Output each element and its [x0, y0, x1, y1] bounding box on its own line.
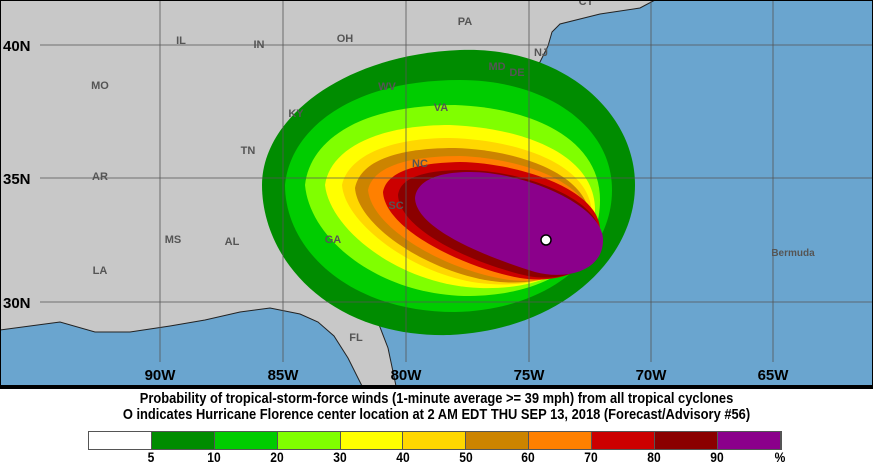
region-label: AL [225, 236, 240, 248]
caption-line-1: Probability of tropical-storm-force wind… [139, 390, 734, 407]
region-label: TN [241, 145, 256, 157]
probability-map: 90W 85W 80W 75W 70W 65W 40N 35N 30N IL IN OH PA CT NJ… [0, 0, 873, 386]
legend-swatch [214, 432, 278, 449]
legend-swatch [89, 432, 152, 449]
wind-probability-contours [262, 49, 635, 336]
region-label: KY [288, 108, 304, 120]
latitude-label: 40N [3, 38, 31, 55]
region-label: IN [254, 39, 265, 51]
longitude-label: 65W [758, 367, 790, 384]
region-label: NC [412, 158, 428, 170]
caption-panel [0, 386, 873, 465]
region-label: MO [91, 80, 109, 92]
storm-center-marker [540, 234, 552, 246]
legend-tick-label: 60 [521, 449, 536, 465]
region-label: WV [378, 81, 396, 93]
legend-tick-label: 40 [395, 449, 410, 465]
region-label: MD [488, 61, 505, 73]
region-label: MS [165, 234, 182, 246]
longitude-label: 90W [145, 367, 177, 384]
probability-legend [88, 431, 782, 450]
region-label: PA [458, 16, 473, 28]
legend-swatch [403, 432, 467, 449]
longitude-label: 85W [268, 367, 300, 384]
region-label: NJ [534, 47, 548, 59]
legend-swatch [717, 432, 781, 449]
legend-tick-label: 90 [710, 449, 724, 465]
map-labels: IL IN OH PA CT NJ MD DE MO WV VA KY TN NC AR SC MS AL GA LA… [91, 0, 815, 344]
caption-line-2: O indicates Hurricane Florence center lo… [122, 406, 751, 423]
legend-swatch [466, 432, 530, 449]
legend-tick-label: 20 [270, 449, 284, 465]
region-label: FL [349, 332, 363, 344]
longitude-label: 70W [636, 367, 668, 384]
region-label: IL [176, 35, 186, 47]
latitude-label: 35N [3, 171, 31, 188]
legend-tick-label: 80 [647, 449, 661, 465]
region-label: Bermuda [771, 248, 815, 259]
region-label: DE [509, 67, 524, 79]
region-label: OH [337, 33, 354, 45]
legend-swatch [340, 432, 404, 449]
legend-tick-label: 5 [147, 449, 155, 465]
legend-swatch [151, 432, 215, 449]
region-label: LA [93, 265, 108, 277]
region-label: SC [388, 200, 403, 212]
legend-swatch [655, 432, 718, 449]
lat-lon-grid: 90W 85W 80W 75W 70W 65W 40N 35N 30N [3, 0, 873, 384]
legend-swatch [592, 432, 656, 449]
longitude-label: 80W [391, 367, 423, 384]
legend-tick-label: 50 [458, 449, 473, 465]
region-label: AR [92, 171, 108, 183]
latitude-label: 30N [3, 295, 31, 312]
legend-tick-label: 70 [584, 449, 598, 465]
longitude-label: 75W [514, 367, 546, 384]
legend-tick-label: 30 [332, 449, 347, 465]
legend-swatch [529, 432, 593, 449]
legend-tick-label: % [774, 449, 786, 465]
region-label: GA [325, 234, 342, 246]
region-label: VA [434, 102, 449, 114]
legend-tick-label: 10 [207, 449, 221, 465]
legend-swatch [277, 432, 341, 449]
region-label: CT [579, 0, 594, 8]
contour-90-percent [415, 172, 603, 275]
